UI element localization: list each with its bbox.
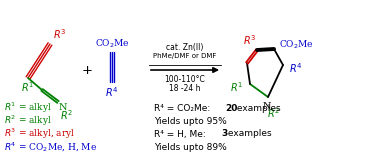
Text: $R^4$: $R^4$ xyxy=(289,61,303,75)
Text: R⁴ = H, Me:: R⁴ = H, Me: xyxy=(154,129,209,138)
Text: $R^3$: $R^3$ xyxy=(53,27,66,41)
Text: 100-110°C: 100-110°C xyxy=(165,74,205,84)
Text: $R^1$ = alkyl: $R^1$ = alkyl xyxy=(4,101,52,115)
Text: N: N xyxy=(263,102,271,111)
Text: $R^2$: $R^2$ xyxy=(60,108,74,122)
Text: CO$_2$Me: CO$_2$Me xyxy=(94,38,129,50)
Text: examples: examples xyxy=(225,129,272,138)
Text: $R^2$ = alkyl: $R^2$ = alkyl xyxy=(4,114,52,128)
Text: PhMe/DMF or DMF: PhMe/DMF or DMF xyxy=(153,53,217,59)
Text: $R^1$: $R^1$ xyxy=(22,80,34,94)
Text: $R^1$: $R^1$ xyxy=(231,80,243,94)
Text: $R^2$: $R^2$ xyxy=(268,106,280,120)
Text: $R^4$: $R^4$ xyxy=(105,85,119,99)
Text: Yields upto 89%: Yields upto 89% xyxy=(154,142,227,151)
Text: 20: 20 xyxy=(226,104,238,113)
Text: 3: 3 xyxy=(221,129,228,138)
Text: R⁴ = CO₂Me:: R⁴ = CO₂Me: xyxy=(154,104,213,113)
Text: $R^4$ = CO$_2$Me, H, Me: $R^4$ = CO$_2$Me, H, Me xyxy=(4,140,97,154)
Text: cat. Zn(II): cat. Zn(II) xyxy=(166,42,204,51)
Text: +: + xyxy=(82,63,93,76)
Text: examples: examples xyxy=(234,104,281,113)
Text: 18 -24 h: 18 -24 h xyxy=(169,84,201,93)
Text: CO$_2$Me: CO$_2$Me xyxy=(279,39,313,51)
Text: $R^3$ = alkyl, aryl: $R^3$ = alkyl, aryl xyxy=(4,127,75,141)
Text: N: N xyxy=(59,103,68,112)
Text: $R^3$: $R^3$ xyxy=(243,33,257,47)
Text: Yields upto 95%: Yields upto 95% xyxy=(154,117,227,125)
